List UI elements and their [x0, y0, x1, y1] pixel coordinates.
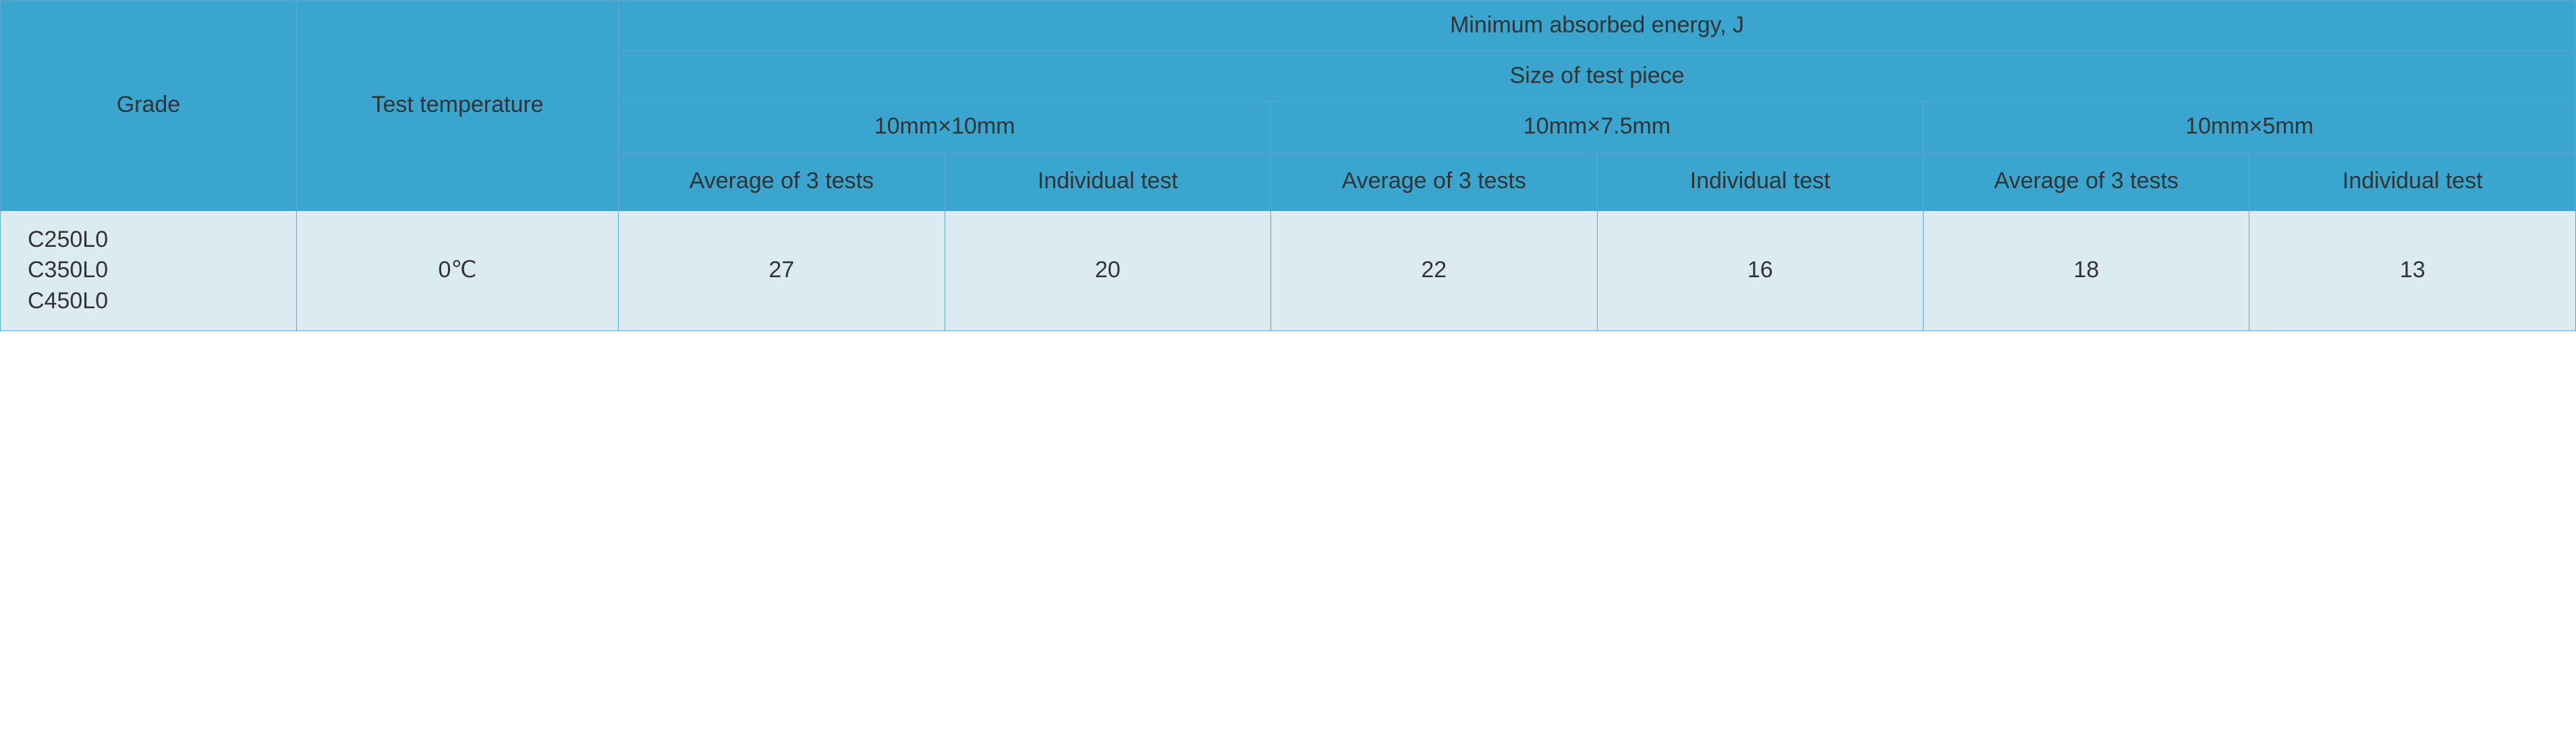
grade-value-1: C250L0	[28, 225, 277, 256]
cell-10x5-ind: 13	[2249, 210, 2576, 331]
col-header-size-of-test-piece: Size of test piece	[619, 51, 2576, 101]
col-header-grade: Grade	[1, 1, 297, 211]
cell-grade: C250L0 C350L0 C450L0	[1, 210, 297, 331]
col-header-avg-2: Average of 3 tests	[1271, 152, 1597, 210]
cell-10x5-avg: 18	[1923, 210, 2249, 331]
grade-value-3: C450L0	[28, 286, 277, 317]
energy-table: Grade Test temperature Minimum absorbed …	[0, 0, 2576, 331]
col-header-size-10x5: 10mm×5mm	[1923, 101, 2575, 152]
col-header-size-10x7-5: 10mm×7.5mm	[1271, 101, 1924, 152]
cell-10x10-avg: 27	[619, 210, 945, 331]
cell-10x7-5-avg: 22	[1271, 210, 1597, 331]
grade-value-2: C350L0	[28, 255, 277, 286]
table-header-row-1: Grade Test temperature Minimum absorbed …	[1, 1, 2576, 51]
cell-10x10-ind: 20	[945, 210, 1270, 331]
col-header-ind-2: Individual test	[1597, 152, 1923, 210]
col-header-test-temperature: Test temperature	[296, 1, 618, 211]
col-header-avg-3: Average of 3 tests	[1923, 152, 2249, 210]
cell-temperature: 0℃	[296, 210, 618, 331]
cell-10x7-5-ind: 16	[1597, 210, 1923, 331]
col-header-size-10x10: 10mm×10mm	[619, 101, 1271, 152]
col-header-ind-3: Individual test	[2249, 152, 2576, 210]
table-row: C250L0 C350L0 C450L0 0℃ 27 20 22 16 18 1…	[1, 210, 2576, 331]
col-header-avg-1: Average of 3 tests	[619, 152, 945, 210]
col-header-ind-1: Individual test	[945, 152, 1270, 210]
col-header-min-absorbed-energy: Minimum absorbed energy, J	[619, 1, 2576, 51]
